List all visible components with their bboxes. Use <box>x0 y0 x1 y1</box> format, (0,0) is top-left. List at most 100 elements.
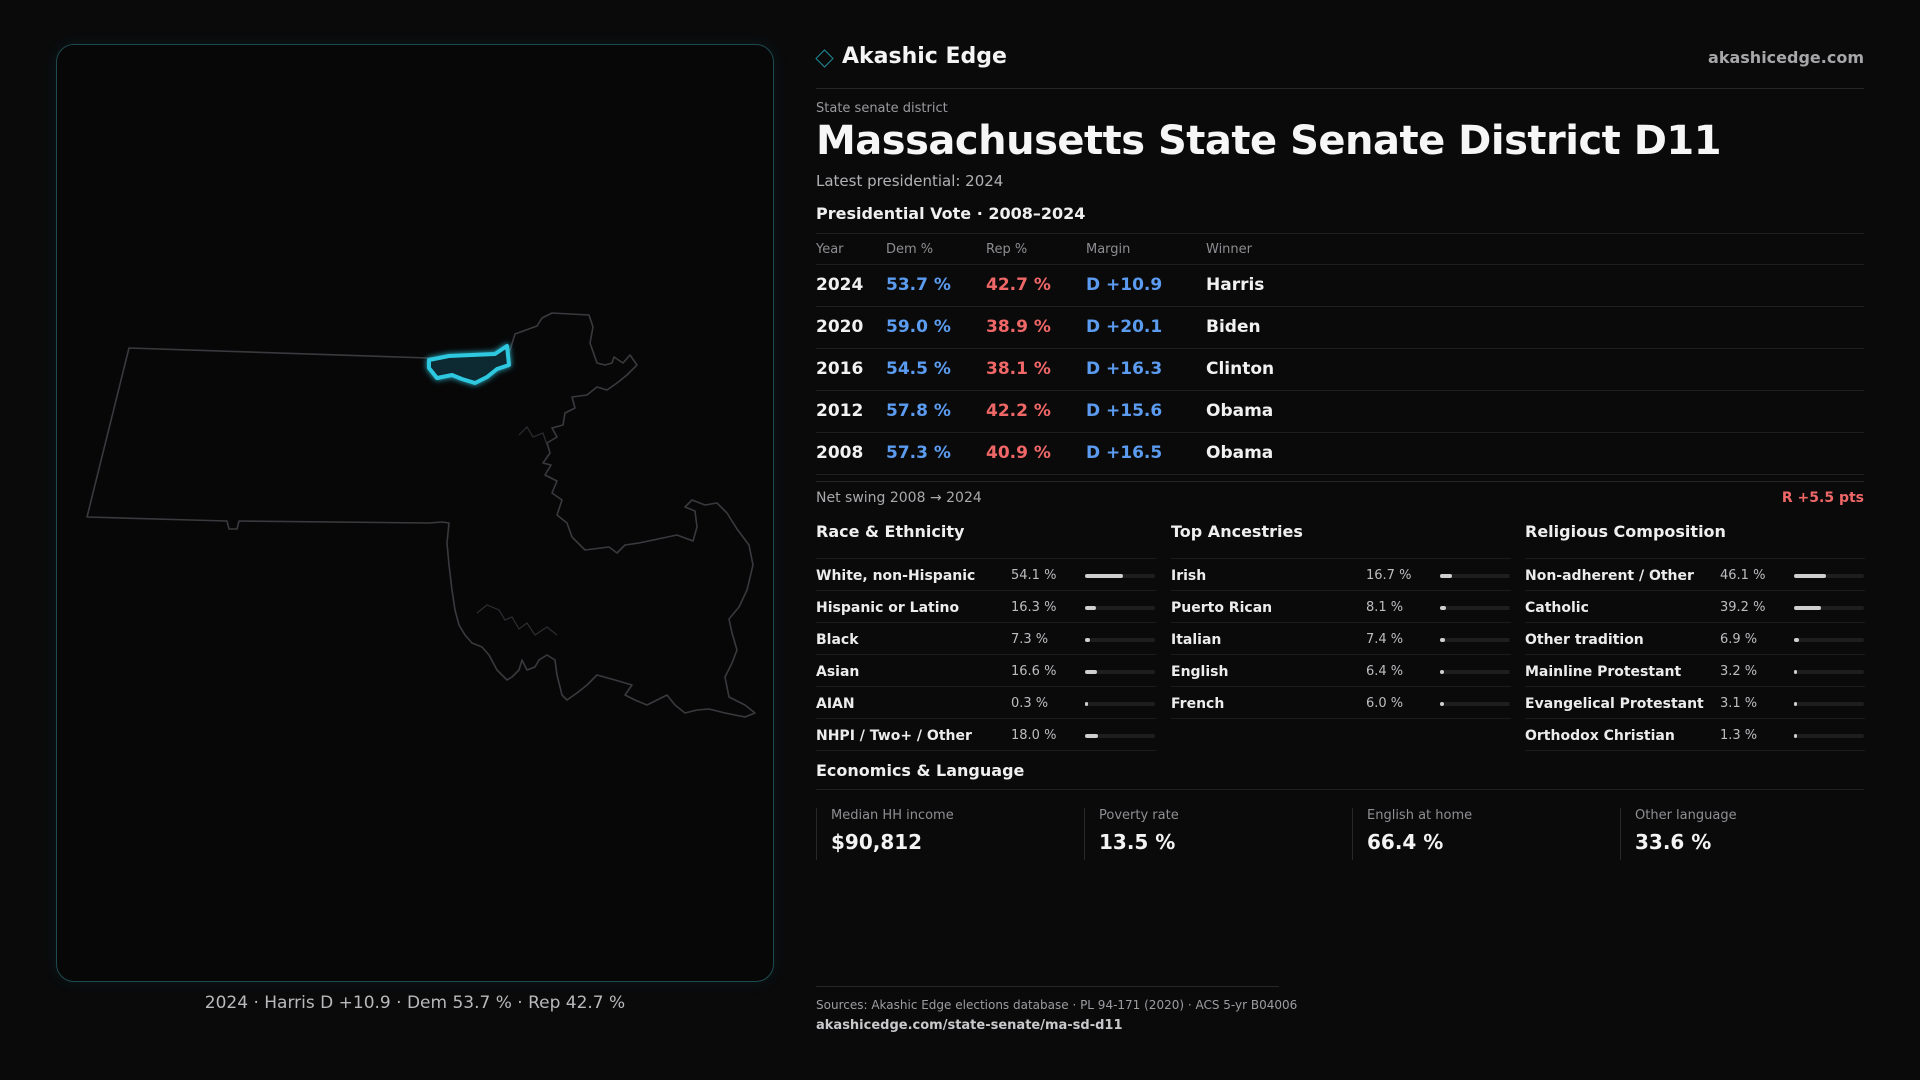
item-value: 16.7 % <box>1366 568 1412 583</box>
item-bar-fill <box>1794 638 1799 642</box>
item-label: Black <box>816 632 859 648</box>
stat-label: English at home <box>1367 808 1473 823</box>
list-item: Irish 16.7 % <box>1171 559 1511 591</box>
item-label: NHPI / Two+ / Other <box>816 728 972 744</box>
column-header-margin: Margin <box>1086 242 1131 257</box>
state-outline <box>86 312 756 718</box>
item-bar-fill <box>1085 638 1091 642</box>
item-bar-fill <box>1085 734 1098 738</box>
item-label: English <box>1171 664 1229 680</box>
item-label: Orthodox Christian <box>1525 728 1675 744</box>
item-bar <box>1440 638 1510 642</box>
cell-dem: 59.0 % <box>886 317 951 337</box>
map-detail-line <box>518 426 548 446</box>
item-bar-fill <box>1085 702 1088 706</box>
item-label: Asian <box>816 664 860 680</box>
stat-other-language: Other language 33.6 % <box>1620 808 1861 860</box>
stat-label: Median HH income <box>831 808 954 823</box>
item-bar <box>1794 702 1864 706</box>
cell-winner: Obama <box>1206 401 1274 421</box>
net-swing-value: R +5.5 pts <box>1781 490 1864 506</box>
item-value: 46.1 % <box>1720 568 1766 583</box>
race-ethnicity-section: Race & Ethnicity White, non-Hispanic 54.1… <box>816 522 1156 751</box>
vote-table: Year Dem % Rep % Margin Winner 2024 53.7… <box>816 233 1864 475</box>
sources-note: Sources: Akashic Edge elections database… <box>816 998 1298 1012</box>
detail-panel: Akashic Edge akashicedge.com State senat… <box>815 0 1865 1080</box>
item-bar <box>1794 734 1864 738</box>
item-bar-fill <box>1794 734 1797 738</box>
item-bar <box>1794 606 1864 610</box>
item-label: Irish <box>1171 568 1207 584</box>
item-label: Other tradition <box>1525 632 1644 648</box>
table-row: 2008 57.3 % 40.9 % D +16.5 Obama <box>816 433 1864 475</box>
item-bar-fill <box>1440 606 1446 610</box>
item-label: Italian <box>1171 632 1222 648</box>
item-value: 54.1 % <box>1011 568 1057 583</box>
list-item: French 6.0 % <box>1171 687 1511 719</box>
cell-margin: D +10.9 <box>1086 275 1163 295</box>
item-value: 7.3 % <box>1011 632 1049 647</box>
cell-dem: 54.5 % <box>886 359 951 379</box>
list-item: AIAN 0.3 % <box>816 687 1156 719</box>
item-label: Mainline Protestant <box>1525 664 1682 680</box>
item-label: Catholic <box>1525 600 1589 616</box>
stat-value: $90,812 <box>831 830 923 854</box>
cell-winner: Harris <box>1206 275 1265 295</box>
item-bar-fill <box>1794 606 1822 610</box>
list-item: Non-adherent / Other 46.1 % <box>1525 559 1865 591</box>
item-label: White, non-Hispanic <box>816 568 976 584</box>
map-panel[interactable] <box>56 44 774 982</box>
brand-name[interactable]: Akashic Edge <box>842 44 1007 69</box>
item-bar <box>1440 702 1510 706</box>
item-bar-fill <box>1794 574 1827 578</box>
list-item: English 6.4 % <box>1171 655 1511 687</box>
list-item: Mainline Protestant 3.2 % <box>1525 655 1865 687</box>
cell-rep: 42.7 % <box>986 275 1051 295</box>
item-bar-fill <box>1085 574 1123 578</box>
item-label: AIAN <box>816 696 855 712</box>
item-label: Non-adherent / Other <box>1525 568 1694 584</box>
item-value: 6.4 % <box>1366 664 1404 679</box>
list-item: Italian 7.4 % <box>1171 623 1511 655</box>
cell-year: 2016 <box>816 359 864 379</box>
cell-year: 2012 <box>816 401 864 421</box>
stat-value: 13.5 % <box>1099 830 1176 854</box>
item-value: 16.3 % <box>1011 600 1057 615</box>
list-item: Hispanic or Latino 16.3 % <box>816 591 1156 623</box>
list-item: White, non-Hispanic 54.1 % <box>816 559 1156 591</box>
item-value: 39.2 % <box>1720 600 1766 615</box>
vote-table-header: Year Dem % Rep % Margin Winner <box>816 233 1864 265</box>
stat-value: 33.6 % <box>1635 830 1712 854</box>
column-header-rep: Rep % <box>986 242 1028 257</box>
cell-rep: 38.9 % <box>986 317 1051 337</box>
cell-year: 2020 <box>816 317 864 337</box>
district-highlight[interactable] <box>427 344 511 385</box>
ancestry-list: Irish 16.7 % Puerto Rican 8.1 % Italian 7.4… <box>1171 558 1511 719</box>
item-bar <box>1794 574 1864 578</box>
cell-rep: 40.9 % <box>986 443 1051 463</box>
cell-dem: 57.3 % <box>886 443 951 463</box>
cell-margin: D +16.5 <box>1086 443 1163 463</box>
page-eyebrow: State senate district <box>816 101 948 116</box>
item-bar-fill <box>1440 638 1446 642</box>
religion-list: Non-adherent / Other 46.1 % Catholic 39.2 … <box>1525 558 1865 751</box>
cell-winner: Biden <box>1206 317 1261 337</box>
page-title: Massachusetts State Senate District D11 <box>816 118 1722 164</box>
vote-section-title: Presidential Vote · 2008–2024 <box>816 204 1086 223</box>
list-item: Asian 16.6 % <box>816 655 1156 687</box>
diamond-logo-icon <box>815 49 834 68</box>
cell-year: 2008 <box>816 443 864 463</box>
brand-header: Akashic Edge akashicedge.com <box>815 44 1864 74</box>
item-bar <box>1085 574 1155 578</box>
item-bar <box>1085 734 1155 738</box>
page-url-link[interactable]: akashicedge.com/state-senate/ma-sd-d11 <box>816 1018 1123 1033</box>
item-bar <box>1085 606 1155 610</box>
item-bar-fill <box>1440 574 1452 578</box>
map-detail-line <box>476 604 558 636</box>
state-map[interactable] <box>57 45 775 983</box>
stat-value: 66.4 % <box>1367 830 1444 854</box>
item-bar-fill <box>1085 670 1097 674</box>
brand-url-link[interactable]: akashicedge.com <box>1708 48 1864 67</box>
item-label: Puerto Rican <box>1171 600 1273 616</box>
item-value: 1.3 % <box>1720 728 1758 743</box>
